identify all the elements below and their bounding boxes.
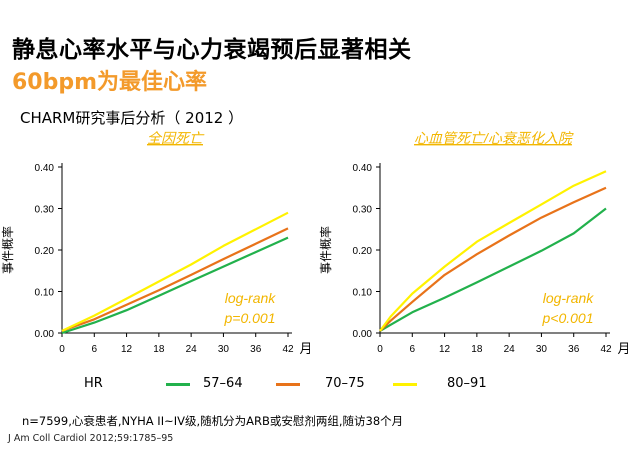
reference: J Am Coll Cardiol 2012;59:1785–95: [8, 433, 174, 444]
x-tick-label: 6: [92, 344, 98, 355]
series-line-57–64: [61, 236, 289, 335]
annotation-line: p=0.001: [224, 310, 276, 326]
x-tick-label: 6: [410, 344, 416, 355]
chart-title: 全因死亡: [147, 130, 205, 146]
y-tick-label: 0.00: [353, 329, 373, 340]
y-tick-label: 0.20: [35, 246, 55, 257]
legend-swatch-green: [166, 383, 190, 386]
chart-cv-death-hf-hospitalization: 心血管死亡/心衰恶化入院 0.00 0.10 0.20 0.30 0.40 0 6 12 18 24…: [318, 130, 628, 356]
legend-swatch-orange: [276, 383, 300, 386]
legend-label-57-64: 57–64: [203, 376, 243, 391]
x-tick-label: 18: [471, 344, 483, 355]
annotation-line: log-rank: [543, 290, 595, 306]
x-tick-label: 42: [600, 344, 612, 355]
legend-label-80-91: 80–91: [447, 376, 487, 391]
y-tick-label: 0.10: [35, 288, 55, 299]
legend: HR 57–64 70–75 80–91: [0, 372, 634, 396]
x-tick-label: 30: [536, 344, 548, 355]
slide-subtitle: 60bpm为最佳心率: [12, 70, 208, 95]
x-tick-label: 18: [153, 344, 165, 355]
y-tick-label: 0.00: [35, 329, 55, 340]
x-tick-label: 12: [439, 344, 451, 355]
series-line-57–64: [379, 207, 607, 332]
x-tick-label: 36: [250, 344, 262, 355]
y-tick-label: 0.40: [353, 163, 373, 174]
x-tick-label: 30: [218, 344, 230, 355]
chart-title: 心血管死亡/心衰恶化入院: [414, 130, 574, 146]
x-tick-label: 36: [568, 344, 580, 355]
legend-title: HR: [84, 376, 103, 391]
x-tick-label: 24: [504, 344, 516, 355]
y-axis-label: 事件概率: [318, 226, 333, 274]
annotation-line: p<0.001: [542, 310, 594, 326]
chart-all-cause-death: 全因死亡 0.00 0.10 0.20 0.30 0.40 0 6 12 18 24 30 36 42 月 事…: [0, 130, 310, 356]
x-axis-label: 月: [299, 341, 310, 356]
series-line-80–91: [61, 211, 289, 332]
annotation-line: log-rank: [225, 290, 277, 306]
x-axis-label: 月: [617, 341, 628, 356]
x-tick-label: 42: [282, 344, 294, 355]
slide-title: 静息心率水平与心力衰竭预后显著相关: [12, 37, 412, 63]
legend-label-70-75: 70–75: [325, 376, 365, 391]
y-tick-label: 0.40: [35, 163, 55, 174]
series-line-70–75: [379, 186, 607, 332]
y-tick-label: 0.10: [353, 288, 373, 299]
y-tick-label: 0.30: [35, 205, 55, 216]
x-tick-label: 24: [186, 344, 198, 355]
series-line-70–75: [61, 227, 289, 332]
y-axis-label: 事件概率: [0, 226, 15, 274]
x-tick-label: 12: [121, 344, 133, 355]
study-label: CHARM研究事后分析（ 2012 ）: [20, 109, 244, 127]
x-tick-label: 0: [377, 344, 383, 355]
footnote: n=7599,心衰患者,NYHA II~IV级,随机分为ARB或安慰剂两组,随访…: [22, 414, 404, 428]
y-tick-label: 0.20: [353, 246, 373, 257]
series-line-80–91: [379, 170, 607, 332]
x-tick-label: 0: [59, 344, 65, 355]
y-tick-label: 0.30: [353, 205, 373, 216]
legend-swatch-yellow: [393, 383, 417, 386]
